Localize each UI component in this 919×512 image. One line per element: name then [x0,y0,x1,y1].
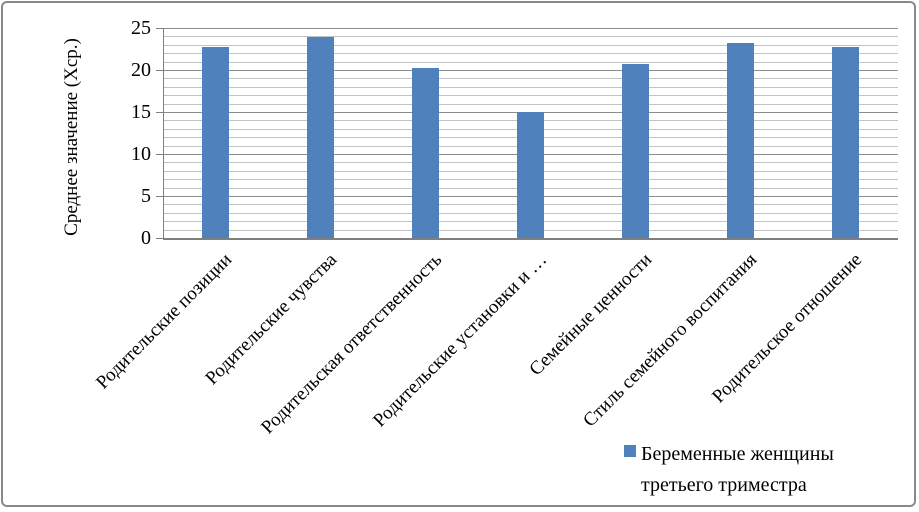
gridline-minor [163,36,898,38]
bar [727,43,754,238]
gridline-major [163,70,898,71]
gridline-minor [163,103,898,105]
y-tick-label: 15 [131,101,151,123]
legend-series-label: Беременные женщины третьего триместра [641,443,834,496]
gridline-minor [163,86,898,88]
legend-series-marker [624,445,636,457]
y-tick-label: 10 [131,143,151,165]
y-tick-mark [156,112,163,113]
y-tick-mark [156,154,163,155]
gridline-minor [163,95,898,97]
y-axis-title: Среднее значение (Хср.) [61,38,82,236]
y-tick-label: 25 [131,17,151,39]
x-axis-label: Родительские установки и … [368,249,551,432]
x-axis-label: Родительская ответственность [256,249,446,439]
y-axis-line [163,28,164,238]
bar [412,68,439,238]
y-tick-label: 5 [141,185,151,207]
y-tick-mark [156,28,163,29]
gridline-minor [163,53,898,55]
gridline-minor [163,78,898,80]
y-tick-mark [156,196,163,197]
x-axis-label: Родительские чувства [200,249,341,390]
gridline-minor [163,61,898,63]
gridline-minor [163,44,898,46]
bar [202,47,229,238]
y-tick-label: 0 [141,227,151,249]
bar [832,47,859,238]
y-tick-label: 20 [131,59,151,81]
x-axis-line [163,238,898,240]
bar [517,112,544,238]
x-axis-label: Родительские позиции [91,249,236,394]
legend: Беременные женщины третьего триместра [624,439,853,501]
bar [622,64,649,238]
x-axis-label: Семейные ценности [524,249,656,381]
y-tick-mark [156,238,163,239]
y-tick-mark [156,70,163,71]
gridline-major [163,28,898,29]
bar [307,37,334,238]
